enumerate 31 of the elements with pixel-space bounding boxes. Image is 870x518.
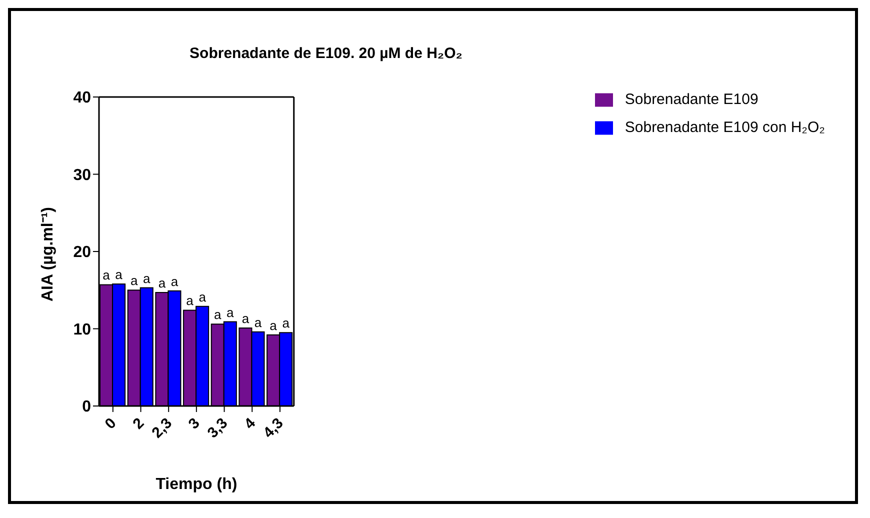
y-tick-label: 40 [73,90,92,107]
data-label: a [102,268,111,283]
y-tick-label: 20 [73,244,92,262]
data-label: a [158,275,166,290]
data-label: a [170,274,179,289]
data-label: a [130,273,138,288]
legend-label: Sobrenadante E109 [624,91,758,108]
x-axis-title: Tiempo (h) [156,476,238,493]
x-tick-label: 2 [130,414,148,433]
legend-label: Sobrenadante E109 con H₂O₂ [624,119,825,136]
data-label: a [282,316,290,331]
x-tick-label: 3 [185,414,204,433]
data-label: a [270,318,278,333]
data-label: a [242,310,250,326]
y-axis-title: AIA (µg.ml⁻¹) [40,207,57,302]
x-tick-label: 3,3 [204,414,232,442]
data-label: a [214,307,222,322]
data-label: a [143,270,152,286]
y-tick-label: 0 [82,398,92,416]
x-tick-label: 2,3 [148,414,176,442]
x-tick-label: 0 [102,414,120,433]
x-tick-label: 4 [241,414,260,433]
data-label: a [115,266,124,282]
x-tick-label: 4,3 [260,414,287,442]
data-label: a [226,304,235,320]
y-tick-label: 30 [73,166,92,184]
data-label: a [254,314,262,330]
text: Sobrenadante de E109. 20 µM de H₂O₂ [188,45,464,62]
data-label: a [186,293,194,308]
data-label: a [198,289,207,304]
y-tick-label: 10 [73,321,92,338]
